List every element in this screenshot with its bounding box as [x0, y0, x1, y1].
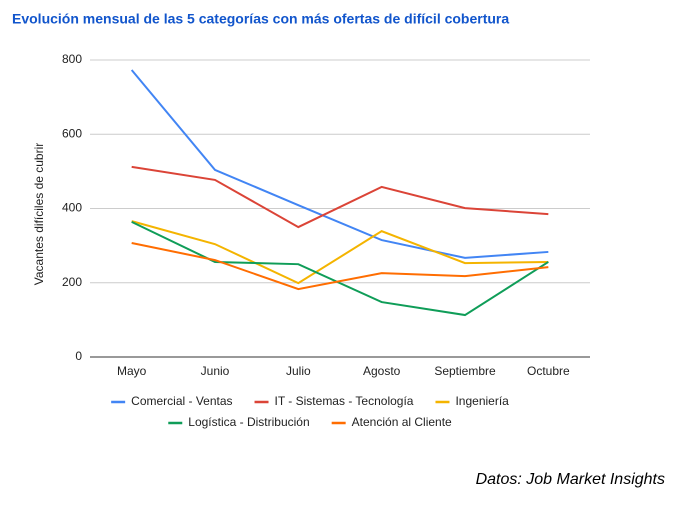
legend-label: Atención al Cliente: [352, 415, 452, 429]
y-tick-label: 600: [62, 126, 82, 140]
legend-label: IT - Sistemas - Tecnología: [275, 394, 414, 408]
chart-title: Evolución mensual de las 5 categorías co…: [12, 11, 509, 27]
line: [130, 69, 549, 259]
x-tick-label: Julio: [286, 364, 311, 378]
source: Datos: Job Market Insights: [476, 471, 665, 488]
legend-item: Logística - Distribución: [168, 415, 310, 429]
line: [131, 242, 549, 291]
legend-item: IT - Sistemas - Tecnología: [254, 394, 414, 408]
y-axis-label: Vacantes difíciles de cubrir: [32, 143, 46, 286]
y-tick-label: 800: [62, 52, 82, 66]
legend-label: Logística - Distribución: [188, 415, 309, 429]
line: [131, 220, 549, 317]
line: [131, 165, 549, 229]
y-tick-label: 0: [75, 349, 82, 363]
legend-label: Comercial - Ventas: [131, 394, 232, 408]
legend-item: Atención al Cliente: [331, 415, 452, 429]
y-tick-label: 400: [62, 201, 82, 215]
line: [131, 220, 549, 285]
y-tick-label: 200: [62, 275, 82, 289]
x-tick-label: Junio: [201, 364, 230, 378]
x-tick-label: Octubre: [527, 364, 570, 378]
legend-item: Ingeniería: [435, 394, 509, 408]
legend-label: Ingeniería: [455, 394, 509, 408]
x-tick-label: Septiembre: [434, 364, 496, 378]
legend-item: Comercial - Ventas: [111, 394, 233, 408]
x-tick-label: Agosto: [363, 364, 401, 378]
x-tick-label: Mayo: [117, 364, 147, 378]
